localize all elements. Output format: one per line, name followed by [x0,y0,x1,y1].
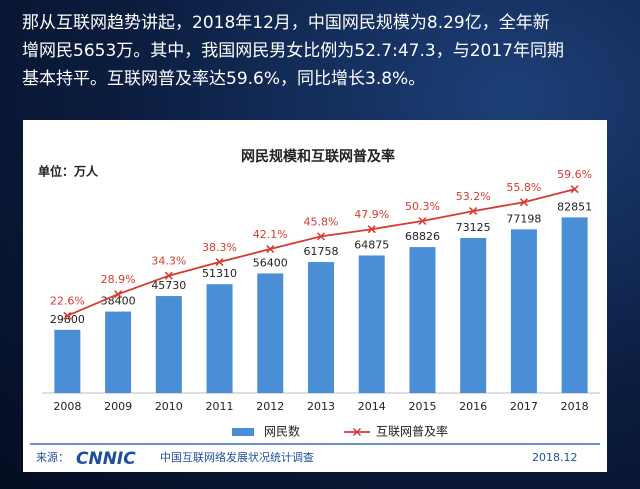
x-tick-label: 2012 [256,400,284,413]
bar [105,311,132,393]
bar-value-label: 51310 [202,267,237,280]
x-tick-label: 2009 [104,400,132,413]
line-marker [266,245,275,254]
header-line: 增网民5653万。其中，我国网民男女比例为52.7:47.3，与2017年同期 [22,41,564,61]
bar [460,237,487,393]
line-value-label: 42.1% [253,228,288,241]
x-tick-label: 2010 [155,400,183,413]
survey-name: 中国互联网络发展状况统计调查 [160,450,314,464]
line-marker [164,271,173,280]
header-line: 那从互联网趋势讲起，2018年12月，中国网民规模为8.29亿，全年新 [22,13,550,33]
bar-value-label: 68826 [405,230,440,243]
logo: CNNIC [76,449,136,469]
line-value-label: 45.8% [304,215,339,228]
legend-label: 互联网普及率 [376,424,448,439]
line-marker [215,258,224,267]
line-marker [114,290,123,299]
line-marker [418,216,427,226]
x-tick-label: 2008 [53,400,81,413]
line-value-label: 22.6% [50,295,85,308]
legend-swatch [232,428,254,436]
bar-value-label: 29800 [50,313,85,326]
unit-label: 单位：万人 [38,164,99,179]
bar [155,296,182,393]
line-value-label: 28.9% [101,273,136,286]
bar [358,255,385,393]
x-tick-label: 2013 [307,400,335,413]
x-tick-label: 2016 [459,400,487,413]
bar-value-label: 61758 [304,245,339,258]
line-value-label: 47.9% [354,208,389,221]
line-value-label: 53.2% [456,190,491,203]
line-marker [316,232,326,241]
x-tick-label: 2011 [206,400,234,413]
bar [206,284,233,393]
bar-value-label: 45730 [151,279,186,292]
bar-value-label: 56400 [253,256,288,269]
line-marker [367,225,376,234]
bar [561,217,588,393]
x-tick-label: 2017 [510,400,538,413]
bar-value-label: 73125 [456,221,491,234]
line-marker [63,311,72,320]
bar-value-label: 77198 [506,212,541,225]
bar-value-label: 82851 [557,200,592,213]
bar [409,247,436,393]
x-tick-label: 2014 [358,400,386,413]
line-value-label: 38.3% [202,241,237,254]
header-line: 基本持平。互联网普及率达59.6%，同比增长3.8%。 [22,69,426,89]
x-tick-label: 2015 [408,400,436,413]
x-tick-label: 2018 [561,400,589,413]
source-label: 来源： [36,450,69,464]
chart-title: 网民规模和互联网普及率 [241,148,395,165]
bar [54,329,81,393]
line-marker [519,198,528,207]
bar-value-label: 38400 [101,295,136,308]
date: 2018.12 [532,451,578,464]
line-marker [570,185,579,194]
line-value-label: 55.8% [506,181,541,194]
line-marker [469,207,478,216]
bar [257,273,284,393]
line-value-label: 59.6% [557,168,592,181]
bar-value-label: 64875 [354,238,389,251]
line-value-label: 34.3% [151,255,186,268]
line-value-label: 50.3% [405,200,440,213]
bar [510,229,537,393]
legend-marker [352,427,362,437]
bar [308,262,334,393]
legend-label: 网民数 [264,424,300,439]
